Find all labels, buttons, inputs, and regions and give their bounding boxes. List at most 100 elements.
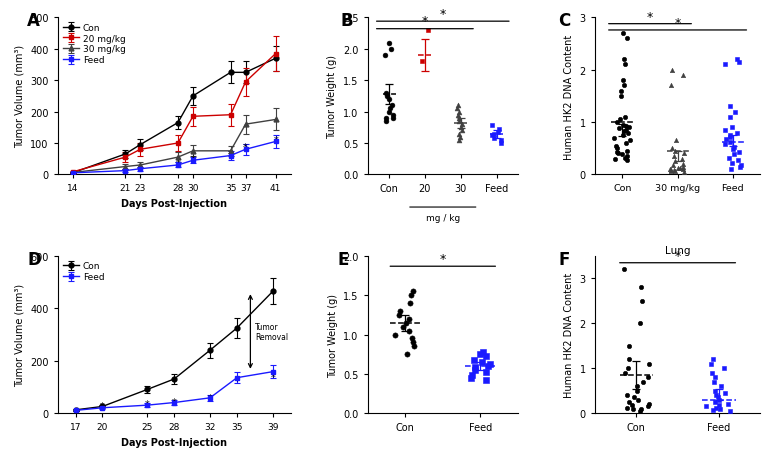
Point (452, 106, 464, 113)
Legend: Con, 20 mg/kg, 30 mg/kg, Feed: Con, 20 mg/kg, 30 mg/kg, Feed (62, 23, 127, 66)
Point (727, 146, 740, 154)
Point (619, 62, 631, 69)
Text: *: * (172, 397, 177, 407)
Point (387, 112, 399, 119)
Point (726, 124, 738, 132)
Point (676, 156, 688, 163)
Point (627, 406, 639, 413)
Point (734, 163, 746, 171)
Point (618, 155, 631, 162)
X-axis label: Days Post-Injection: Days Post-Injection (121, 437, 227, 447)
Point (672, 164, 684, 172)
Point (611, 119, 623, 127)
Point (668, 167, 680, 174)
Point (480, 376, 492, 384)
Point (613, 125, 625, 133)
Text: *: * (176, 158, 180, 168)
Point (452, 115, 465, 122)
Point (666, 145, 678, 152)
Point (482, 363, 494, 370)
Point (382, 40, 395, 47)
Point (465, 374, 477, 381)
Point (399, 319, 412, 327)
Point (492, 129, 505, 136)
Point (380, 90, 392, 97)
Point (720, 389, 732, 397)
Point (715, 382, 727, 390)
Point (406, 335, 418, 342)
Point (637, 378, 650, 386)
Point (666, 67, 678, 74)
Point (668, 153, 680, 160)
Point (380, 115, 392, 122)
Point (623, 342, 635, 350)
Point (452, 112, 465, 119)
Point (452, 137, 465, 144)
Point (724, 103, 737, 111)
Text: *: * (439, 252, 446, 265)
Point (621, 153, 633, 160)
Text: *: * (273, 136, 278, 146)
Point (621, 148, 633, 155)
Point (707, 356, 719, 363)
Text: mg / kg: mg / kg (425, 214, 460, 223)
Point (454, 134, 466, 141)
Point (495, 140, 507, 147)
Point (642, 403, 654, 410)
Point (710, 392, 722, 399)
Point (422, 27, 435, 34)
Point (723, 114, 736, 121)
Text: D: D (28, 250, 41, 268)
Title: Lung: Lung (665, 246, 690, 256)
Point (637, 297, 649, 305)
Point (383, 96, 396, 103)
Point (474, 351, 486, 358)
Text: B: B (340, 12, 353, 30)
Point (407, 339, 419, 346)
Point (713, 401, 725, 409)
Point (669, 148, 681, 155)
Point (389, 331, 402, 338)
Point (700, 403, 713, 410)
Point (621, 157, 633, 164)
Point (621, 129, 634, 137)
Point (468, 366, 481, 374)
Point (624, 137, 636, 145)
Point (708, 387, 720, 394)
Text: F: F (558, 250, 570, 268)
Point (610, 143, 622, 150)
Point (611, 149, 624, 157)
Point (617, 266, 630, 274)
Point (723, 132, 736, 140)
Point (452, 102, 464, 110)
Point (724, 139, 737, 146)
Point (733, 149, 746, 157)
Point (620, 127, 632, 134)
Point (619, 114, 631, 121)
Point (728, 144, 740, 151)
Point (627, 394, 640, 401)
Point (731, 56, 743, 64)
Point (618, 129, 631, 136)
Point (405, 292, 417, 299)
Point (394, 308, 406, 315)
Y-axis label: Tumor Volume (mm³): Tumor Volume (mm³) (15, 283, 25, 386)
Point (722, 400, 734, 408)
Point (608, 135, 621, 142)
Point (615, 88, 627, 95)
Point (614, 117, 627, 124)
Point (619, 369, 631, 376)
Point (475, 358, 488, 366)
Point (392, 312, 405, 319)
Point (631, 382, 643, 390)
Point (643, 400, 655, 408)
Text: E: E (337, 250, 349, 268)
Point (493, 126, 505, 134)
X-axis label: Days Post-Injection: Days Post-Injection (121, 199, 227, 208)
Point (623, 356, 635, 363)
Point (725, 166, 737, 174)
Point (381, 93, 393, 101)
Point (618, 83, 631, 90)
Point (611, 145, 623, 152)
Point (396, 323, 409, 330)
